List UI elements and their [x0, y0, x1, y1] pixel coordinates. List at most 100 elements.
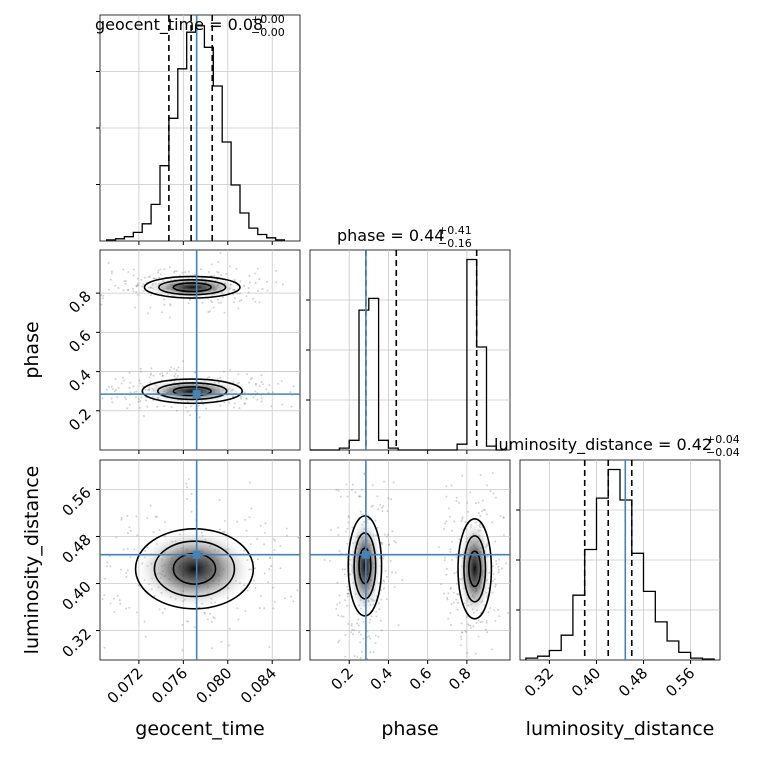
scatter-point	[368, 635, 371, 638]
scatter-point	[209, 310, 211, 313]
x-tick-label-geocent_time: 0.072	[104, 664, 147, 707]
scatter-point	[100, 303, 103, 306]
scatter-point	[125, 571, 128, 574]
scatter-point	[453, 520, 456, 523]
scatter-point	[329, 529, 332, 531]
scatter-point	[207, 311, 210, 313]
contour-level-2	[156, 382, 228, 401]
scatter-point	[485, 513, 488, 516]
panel-phase-vs-geocent_time	[99, 249, 301, 451]
scatter-point	[124, 282, 127, 285]
scatter-point	[329, 560, 331, 562]
scatter-point	[145, 399, 147, 402]
scatter-point	[193, 273, 196, 276]
scatter-point	[120, 518, 123, 521]
scatter-point	[350, 623, 353, 625]
scatter-point	[139, 400, 142, 402]
scatter-point	[347, 516, 350, 519]
contour-level-3	[172, 386, 212, 397]
scatter-point	[116, 594, 119, 597]
scatter-point	[229, 265, 231, 268]
scatter-point	[346, 542, 349, 545]
scatter-point	[359, 510, 362, 513]
scatter-point	[368, 621, 371, 624]
scatter-point	[161, 611, 164, 614]
scatter-point	[360, 488, 363, 491]
scatter-point	[150, 372, 153, 375]
scatter-point	[447, 507, 450, 510]
scatter-point	[223, 401, 226, 404]
scatter-point	[203, 611, 206, 614]
scatter-point	[340, 615, 343, 618]
scatter-point	[114, 284, 117, 287]
x-tick-label-phase: 0.6	[406, 664, 436, 694]
scatter-point	[458, 501, 460, 504]
scatter-point	[135, 285, 138, 288]
scatter-point	[232, 381, 235, 384]
scatter-point	[445, 520, 448, 523]
xlabel-phase: phase	[381, 718, 438, 740]
scatter-point	[107, 261, 110, 264]
scatter-point	[260, 595, 262, 597]
scatter-point	[347, 592, 350, 595]
scatter-point	[339, 495, 342, 498]
scatter-point	[497, 609, 500, 612]
x-tick-label-luminosity_distance: 0.56	[662, 664, 698, 700]
scatter-point	[497, 571, 500, 574]
scatter-point	[174, 372, 177, 375]
scatter-point	[489, 490, 492, 492]
title-geocent_time: geocent_time = 0.08 +0.00 −0.00	[95, 13, 285, 39]
x-tick-label-geocent_time: 0.080	[193, 664, 236, 707]
scatter-point	[344, 599, 347, 602]
scatter-point	[444, 522, 447, 525]
scatter-point	[159, 373, 161, 375]
scatter-point	[126, 532, 129, 535]
scatter-point	[136, 293, 139, 296]
title-phase-minus: −0.16	[438, 237, 472, 250]
scatter-point	[185, 482, 188, 485]
scatter-point	[223, 530, 226, 533]
scatter-point	[120, 568, 122, 571]
scatter-point	[263, 607, 266, 610]
scatter-point	[225, 272, 228, 275]
scatter-point	[247, 291, 250, 294]
title-luminosity_distance-minus: −0.04	[706, 446, 740, 459]
scatter-point	[380, 541, 383, 544]
scatter-point	[452, 591, 455, 594]
scatter-point	[217, 271, 220, 274]
scatter-point	[182, 360, 185, 363]
scatter-point	[353, 629, 356, 631]
scatter-point	[352, 633, 355, 636]
scatter-point	[254, 382, 257, 385]
scatter-point	[455, 582, 458, 585]
title-geocent_time-main: geocent_time = 0.08	[95, 15, 263, 35]
scatter-point	[105, 388, 108, 391]
scatter-point	[381, 510, 384, 512]
scatter-point	[485, 621, 488, 624]
scatter-point	[385, 598, 388, 601]
scatter-point	[122, 289, 125, 292]
scatter-point	[356, 622, 359, 625]
scatter-point	[382, 579, 385, 582]
scatter-point	[445, 573, 448, 576]
scatter-point	[233, 301, 235, 304]
scatter-point	[380, 598, 383, 601]
scatter-point	[135, 291, 138, 293]
scatter-point	[297, 536, 300, 539]
scatter-point	[380, 629, 383, 632]
scatter-point	[163, 405, 166, 407]
scatter-point	[383, 480, 386, 483]
scatter-point	[210, 299, 213, 302]
scatter-point	[129, 381, 132, 384]
scatter-point	[481, 510, 484, 513]
scatter-point	[369, 637, 372, 640]
scatter-point	[149, 381, 152, 384]
scatter-point	[261, 288, 264, 290]
scatter-point	[127, 289, 130, 291]
scatter-point	[253, 579, 255, 582]
scatter-point	[110, 385, 113, 388]
scatter-point	[272, 607, 275, 610]
scatter-point	[219, 376, 222, 379]
scatter-point	[159, 273, 162, 275]
